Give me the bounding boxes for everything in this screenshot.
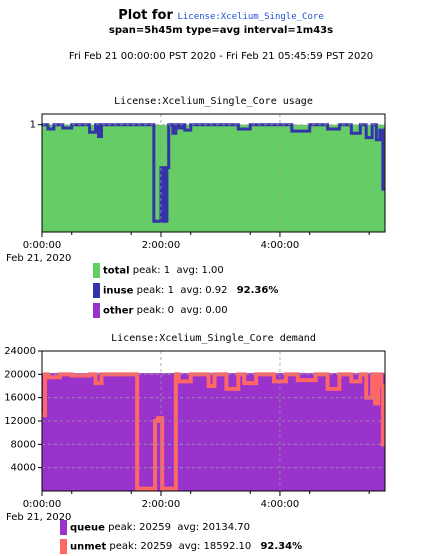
legend-avg-label: avg: [178,541,201,552]
legend-peak: 1 [167,285,174,296]
legend-avg: 18592.10 [203,541,252,552]
legend-label: unmet [70,541,107,553]
legend-peak-label: peak: [108,522,136,533]
legend-peak: 0 [167,305,175,316]
legend-avg: 0.92 [205,285,228,296]
x-date-label: Feb 21, 2020 [6,512,71,523]
legend-label: total [103,265,130,277]
x-tick-label: 2:00:00 [142,499,181,510]
legend-swatch-queue [60,520,67,535]
legend-avg: 0.00 [205,305,228,316]
legend-queue: queue peak: 20259 avg: 20134.70 [60,520,250,535]
plot-subtitle: span=5h45m type=avg interval=1m43s [108,25,334,36]
chart-title: License:Xcelium_Single_Core demand [111,333,316,344]
y-tick-label: 4000 [11,463,36,474]
legend-label: queue [70,522,105,534]
series-queue [42,373,385,491]
legend-avg: 1.00 [201,265,224,276]
x-tick-label: 0:00:00 [23,499,62,510]
legend-peak-label: peak: [136,305,165,316]
legend-swatch-inuse [93,283,100,298]
usage-chart: License:Xcelium_Single_Core usage 1 0:00:0… [6,96,386,264]
legend-inuse: inuse peak: 1 avg: 0.92 92.36% [93,283,278,298]
series-unmet [42,372,385,491]
plot-frame [41,113,386,233]
legend-avg-label: avg: [180,305,203,316]
x-tick-label: 4:00:00 [261,499,300,510]
legend-peak: 20259 [140,541,173,552]
legend-peak: 1 [163,265,171,276]
y-tick-label: 8000 [11,439,36,450]
title-license-link[interactable]: License:Xcelium_Single_Core [177,12,324,22]
legend-avg-label: avg: [176,265,199,276]
legend-label: inuse [103,285,134,297]
legend-avg-label: avg: [180,285,203,296]
y-tick-label: 16000 [4,393,36,404]
legend-peak: 20259 [139,522,171,533]
x-tick-label: 2:00:00 [142,240,181,251]
legend-peak-label: peak: [132,265,161,276]
legend-avg-label: avg: [177,522,200,533]
legend-peak-label: peak: [136,285,165,296]
x-tick-label: 4:00:00 [261,240,300,251]
series-total [42,124,385,232]
x-tick-label: 0:00:00 [23,240,62,251]
y-tick-label: 1 [30,120,36,131]
y-tick-label: 12000 [4,416,36,427]
legend-total: total peak: 1 avg: 1.00 [93,263,224,278]
title-prefix: Plot for [118,8,173,23]
legend-percent: 92.34% [260,541,303,552]
demand-chart: License:Xcelium_Single_Core demand 4000 80… [4,333,386,523]
plot-title: Plot for License:Xcelium_Single_Core [0,8,442,23]
legend-unmet: unmet peak: 20259 avg: 18592.10 92.34% [60,539,302,554]
legend-swatch-unmet [60,539,67,554]
chart-title: License:Xcelium_Single_Core usage [114,96,313,107]
legend-other: other peak: 0 avg: 0.00 [93,303,228,318]
legend-label: other [103,305,134,317]
y-tick-label: 20000 [4,369,36,380]
legend-peak-label: peak: [109,541,138,552]
legend-swatch-total [93,263,100,278]
y-tick-label: 24000 [4,346,36,357]
x-date-label: Feb 21, 2020 [6,253,71,264]
legend-swatch-other [93,303,100,318]
legend-avg: 20134.70 [202,522,250,533]
legend-percent: 92.36% [236,285,279,296]
time-range: Fri Feb 21 00:00:00 PST 2020 - Fri Feb 2… [68,51,374,62]
